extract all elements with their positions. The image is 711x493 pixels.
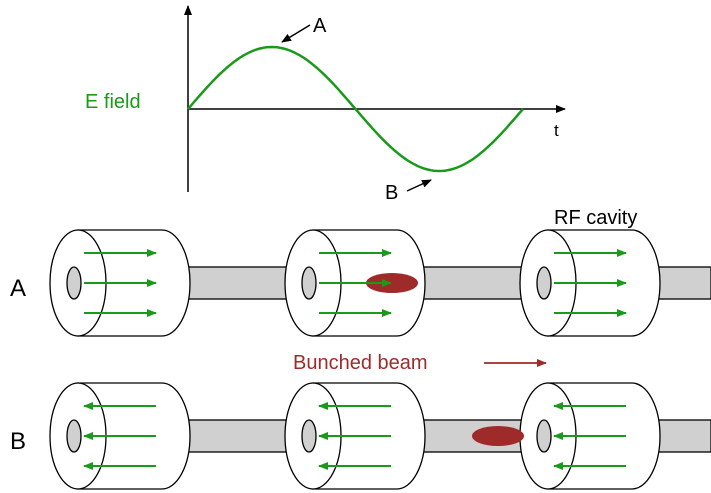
point-a-label: A: [313, 15, 327, 37]
row-b-label: B: [10, 428, 26, 455]
pipe-opening: [536, 266, 552, 300]
beam-bunch: [366, 273, 418, 293]
row-b: B: [10, 382, 711, 490]
pipe-opening: [536, 419, 552, 453]
bunched-beam-label: Bunched beam: [293, 352, 428, 374]
point-b-label: B: [385, 182, 398, 204]
beam-direction-label: Bunched beam: [293, 352, 547, 374]
pipe-opening: [301, 266, 317, 300]
row-a: A: [10, 229, 711, 337]
row-a-label: A: [10, 275, 26, 302]
pipe-opening: [66, 266, 82, 300]
x-axis-label: t: [554, 121, 559, 140]
rf-cavity: [49, 229, 191, 337]
sine-wave: [187, 45, 524, 173]
y-axis-label: E field: [85, 91, 141, 113]
rf-cavity: [519, 229, 661, 337]
rf-cavity: [284, 382, 426, 490]
rf-cavity: [519, 382, 661, 490]
efield-graph: E field t A B: [85, 5, 566, 204]
rf-cavity-label: RF cavity: [554, 207, 637, 229]
pipe-opening: [301, 419, 317, 453]
pipe-opening: [66, 419, 82, 453]
point-a-arrow: [281, 24, 311, 43]
point-b-arrow: [406, 179, 432, 192]
rf-cavity: [49, 382, 191, 490]
beam-bunch: [472, 426, 524, 446]
